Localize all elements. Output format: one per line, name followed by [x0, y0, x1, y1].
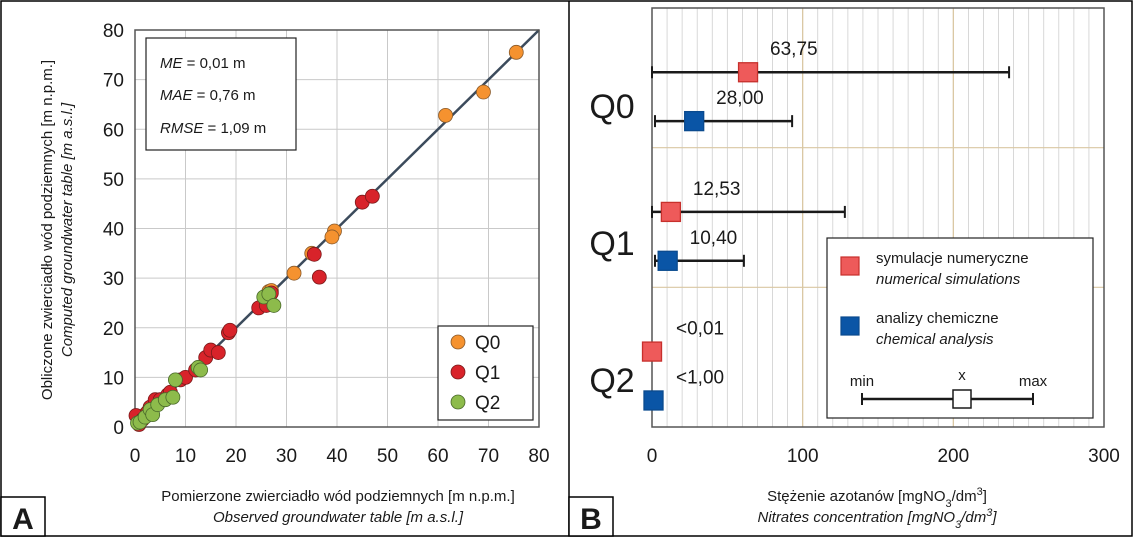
point-q0-0: [508, 44, 524, 60]
y-tick-60: 60: [103, 120, 124, 141]
y-tick-10: 10: [103, 368, 124, 389]
key-mean-label: x: [958, 367, 966, 384]
b-x-tick-0: 0: [647, 446, 658, 467]
stat-me: ME = 0,01 m: [160, 55, 245, 72]
legend-chemical-label: analizy chemiczne: [876, 310, 999, 327]
key-mean-marker: [952, 389, 972, 409]
mean-marker-q0-sim: [737, 62, 759, 83]
b-x-tick-100: 100: [787, 446, 819, 467]
point-q0-5: [286, 265, 302, 281]
group-label-q1: Q1: [589, 225, 634, 263]
stat-rmse: RMSE = 1,09 m: [160, 120, 266, 137]
panel-a-ylabel-en: Computed groundwater table [m a.s.l.]: [59, 102, 76, 357]
b-x-tick-200: 200: [937, 446, 969, 467]
value-label-q1-chem: 10,40: [690, 228, 738, 249]
panel-a-xlabel: Pomierzone zwierciadło wód podziemnych […: [161, 488, 514, 505]
panel-a-plot-border: [134, 29, 540, 428]
y-tick-50: 50: [103, 170, 124, 191]
x-tick-60: 60: [427, 446, 448, 467]
panel-a-legend: Q0 Q1 Q2: [437, 325, 534, 421]
point-q0-1: [476, 84, 491, 100]
stat-mae: MAE = 0,76 m: [160, 87, 255, 104]
y-tick-20: 20: [103, 319, 124, 340]
point-q0-4: [324, 229, 340, 245]
point-q1-23: [364, 188, 380, 204]
stats-box-frame: [145, 37, 297, 151]
point-q2-13: [266, 298, 282, 313]
legend-q2-marker: [450, 394, 466, 410]
x-tick-80: 80: [528, 446, 549, 467]
value-label-q1-sim: 12,53: [693, 179, 741, 200]
x-tick-50: 50: [377, 446, 398, 467]
legend-q1-label: Q1: [475, 363, 500, 384]
panel-a-letter-box: [0, 496, 46, 537]
legend-chemical-label-en: chemical analysis: [876, 331, 994, 348]
mean-marker-q1-sim: [660, 201, 682, 223]
point-q1-14: [210, 345, 226, 360]
legend-chemical-marker: [840, 316, 860, 336]
x-tick-70: 70: [478, 446, 499, 467]
value-label-q0-sim: 63,75: [770, 39, 818, 60]
mean-marker-q1-chem: [657, 250, 678, 271]
y-tick-40: 40: [103, 220, 124, 241]
y-tick-0: 0: [113, 418, 124, 439]
legend-q0-label: Q0: [475, 333, 500, 354]
x-tick-20: 20: [225, 446, 246, 467]
x-tick-40: 40: [326, 446, 347, 467]
group-label-q0: Q0: [589, 88, 634, 126]
panel-b-xlabel: Stężenie azotanów [mgNO3/dm3]: [767, 486, 987, 510]
y-tick-30: 30: [103, 269, 124, 290]
mean-marker-q2-sim: [641, 341, 663, 362]
legend-q2-label: Q2: [475, 393, 500, 414]
panel-b-legend: symulacje numeryczne numerical simulatio…: [826, 237, 1094, 419]
panel-b-letter: B: [580, 503, 602, 536]
y-tick-70: 70: [103, 71, 124, 92]
x-tick-0: 0: [130, 446, 141, 467]
point-q2-8: [167, 372, 183, 388]
legend-simulations-label: symulacje numeryczne: [876, 250, 1029, 267]
key-max-label: max: [1019, 373, 1048, 390]
key-min-label: min: [850, 373, 874, 390]
panel-a-xlabel-en: Observed groundwater table [m a.s.l.]: [213, 509, 464, 526]
point-q2-10: [193, 362, 209, 378]
panel-b-xlabel-en: Nitrates concentration [mgNO3/dm3]: [757, 507, 997, 531]
panel-a-ylabel: Obliczone zwierciadło wód podziemnych [m…: [39, 60, 56, 400]
mean-marker-q0-chem: [684, 110, 705, 132]
point-q1-21: [311, 269, 327, 285]
group-label-q2: Q2: [589, 362, 634, 400]
x-tick-10: 10: [175, 446, 196, 467]
mean-marker-q2-chem: [643, 390, 664, 411]
legend-q1-marker: [450, 364, 466, 380]
panel-a-tick-labels: 0 10 20 30 40 50 60 70 80 0 10 20 30 40 50 60 70 80: [103, 21, 550, 467]
legend-q0-marker: [450, 334, 466, 350]
panel-b-marks: 63,75 12,53 <0,01 28,00 10,40 <1,00: [641, 39, 1011, 411]
legend-simulations-marker: [840, 256, 860, 276]
panel-a-letter: A: [12, 503, 34, 536]
point-q0-2: [438, 107, 453, 123]
panel-a-points: [128, 44, 524, 432]
value-label-q2-chem: <1,00: [676, 367, 724, 388]
stats-box: ME = 0,01 m MAE = 0,76 m RMSE = 1,09 m: [145, 37, 297, 151]
legend-simulations-label-en: numerical simulations: [876, 271, 1021, 288]
panel-b-tick-labels: 0 100 200 300: [647, 446, 1120, 467]
panel-b-letter-box: [568, 496, 614, 537]
b-x-tick-300: 300: [1088, 446, 1120, 467]
value-label-q0-chem: 28,00: [716, 88, 764, 109]
y-tick-80: 80: [103, 21, 124, 42]
point-q1-20: [306, 246, 322, 262]
panel-b-legend-frame: [826, 237, 1094, 419]
panel-b-chart: 0 100 200 300 63,75 12,53 <0,01 28,00 10,40 <1,0…: [568, 7, 1120, 537]
panel-a-chart: 0 10 20 30 40 50 60 70 80 0 10 20 30 40 50 60 70 80 ME = …: [0, 21, 550, 537]
x-tick-30: 30: [276, 446, 297, 467]
point-q1-16: [222, 322, 238, 338]
value-label-q2-sim: <0,01: [676, 319, 724, 340]
point-q2-7: [165, 389, 181, 405]
